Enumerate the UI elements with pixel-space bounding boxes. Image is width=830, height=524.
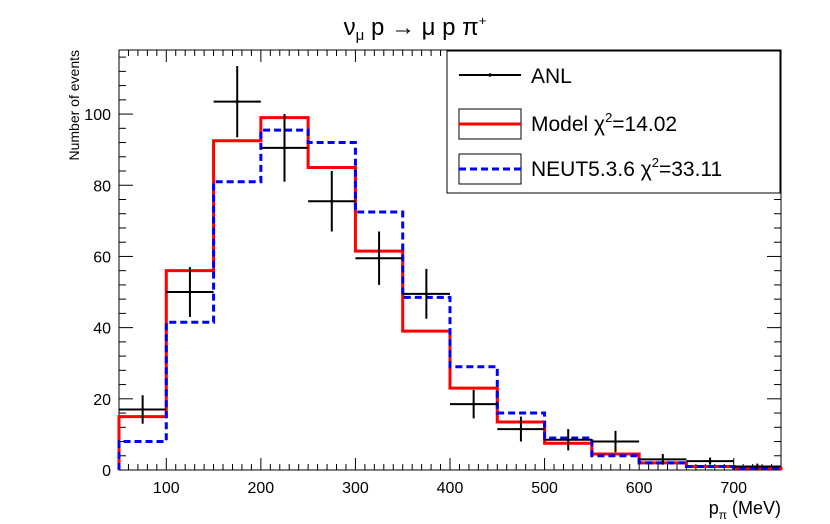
data-point (450, 389, 498, 419)
legend-anl-marker (488, 73, 492, 77)
data-points (119, 66, 781, 470)
y-tick-label: 0 (102, 463, 111, 480)
point-marker (283, 146, 286, 150)
data-point (497, 416, 545, 442)
legend-entry-model: Model χ2=14.02 (458, 108, 677, 140)
legend-swatch-neut (458, 153, 522, 185)
data-point (733, 463, 781, 470)
point-marker (614, 440, 617, 444)
x-tick-label: 200 (248, 480, 275, 497)
y-tick-label: 100 (84, 107, 111, 124)
point-marker (661, 457, 665, 461)
x-tick-label: 700 (720, 480, 747, 497)
x-tick-label: 100 (153, 480, 180, 497)
point-marker (141, 407, 145, 411)
point-marker (188, 290, 192, 294)
data-point (591, 430, 640, 453)
legend-label-neut: NEUT5.3.6 χ2=33.11 (531, 155, 722, 181)
point-marker (566, 438, 570, 442)
y-tick-label: 20 (93, 392, 111, 409)
x-tick-label: 600 (626, 480, 653, 497)
legend-entry-neut: NEUT5.3.6 χ2=33.11 (458, 153, 722, 185)
point-marker (472, 402, 476, 406)
y-tick-label: 80 (93, 178, 111, 195)
data-point (213, 66, 261, 138)
data-point (119, 395, 167, 424)
point-marker (708, 459, 712, 463)
data-point (260, 114, 309, 182)
point-marker (235, 100, 239, 104)
data-point (166, 267, 214, 317)
data-point (402, 268, 450, 319)
data-point (639, 453, 687, 465)
x-tick-label: 300 (342, 480, 369, 497)
point-marker (519, 427, 523, 431)
x-tick-label: 500 (531, 480, 558, 497)
histogram-steps (117, 116, 783, 470)
step-line-neut5-3-6 (117, 128, 783, 470)
data-point (308, 171, 356, 232)
step-line-model (117, 116, 783, 470)
data-point (686, 457, 734, 465)
data-point (355, 231, 403, 285)
legend: ANL Model χ2=14.02 NEUT5.3.6 χ2=33.11 (446, 50, 781, 194)
y-axis-label: Number of events (66, 50, 82, 161)
x-axis-label: pπ (MeV) (709, 498, 781, 522)
point-marker (377, 256, 381, 260)
data-point (544, 429, 592, 451)
point-marker (424, 292, 428, 296)
y-tick-label: 60 (93, 249, 111, 266)
legend-label-model: Model χ2=14.02 (531, 110, 677, 136)
x-tick-label: 400 (437, 480, 464, 497)
chart-title: νμ p → μ p π+ (344, 13, 487, 44)
point-marker (330, 199, 334, 203)
point-marker (755, 464, 759, 468)
legend-entry-anl: ANL (459, 65, 572, 88)
legend-label-anl: ANL (531, 65, 572, 88)
y-tick-label: 40 (93, 321, 111, 338)
